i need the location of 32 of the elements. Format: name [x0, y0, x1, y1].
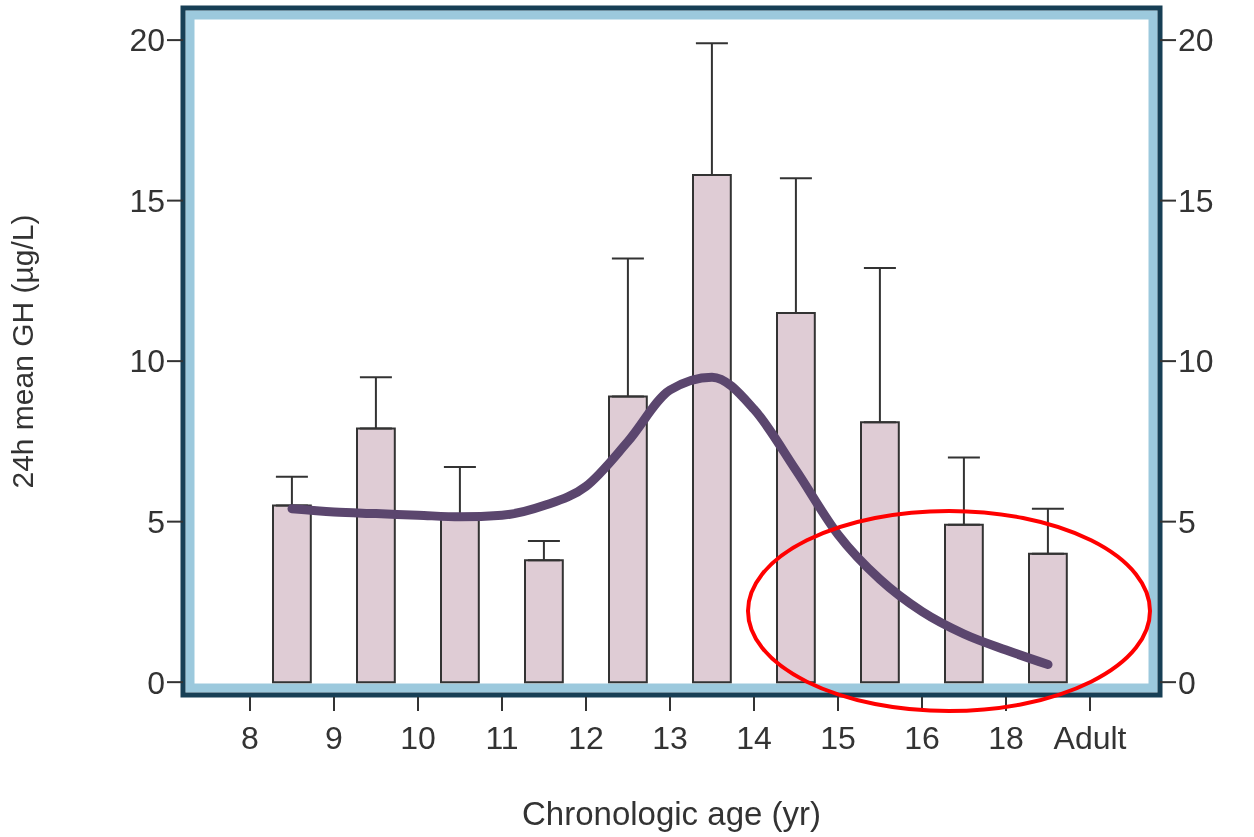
bar	[272, 504, 312, 684]
x-tick-label: Adult	[1053, 720, 1127, 756]
y2-tick-label: 0	[1178, 664, 1196, 701]
y-tick-label: 0	[147, 664, 165, 701]
bar	[356, 427, 396, 684]
bar	[860, 421, 900, 684]
x-tick-label: 11	[485, 720, 519, 756]
y2-tick-label: 5	[1178, 504, 1196, 540]
x-tick-label: 13	[652, 720, 688, 756]
y2-tick-label: 20	[1178, 22, 1214, 59]
x-tick-label: 9	[325, 720, 343, 756]
x-tick-label: 15	[820, 720, 856, 756]
bar	[608, 395, 648, 684]
y-tick-label: 20	[129, 22, 165, 59]
bar	[1028, 552, 1068, 684]
x-tick-label: 10	[400, 720, 436, 756]
bar	[776, 311, 816, 684]
bar	[944, 523, 984, 684]
y-tick-label: 15	[129, 182, 165, 219]
y-axis-title: 24h mean GH (µg/L)	[5, 214, 39, 489]
bar	[524, 559, 564, 684]
y2-tick-label: 15	[1178, 182, 1214, 219]
y-tick-label: 10	[129, 343, 165, 380]
x-axis-title: Chronologic age (yr)	[522, 795, 821, 832]
y-tick-label: 5	[147, 504, 165, 540]
bar	[692, 173, 732, 684]
x-tick-label: 12	[568, 720, 604, 756]
x-tick-label: 16	[904, 720, 940, 756]
x-tick-label: 18	[988, 720, 1024, 756]
y2-tick-label: 10	[1178, 343, 1214, 380]
x-tick-label: 14	[736, 720, 772, 756]
x-tick-label: 8	[241, 720, 259, 756]
